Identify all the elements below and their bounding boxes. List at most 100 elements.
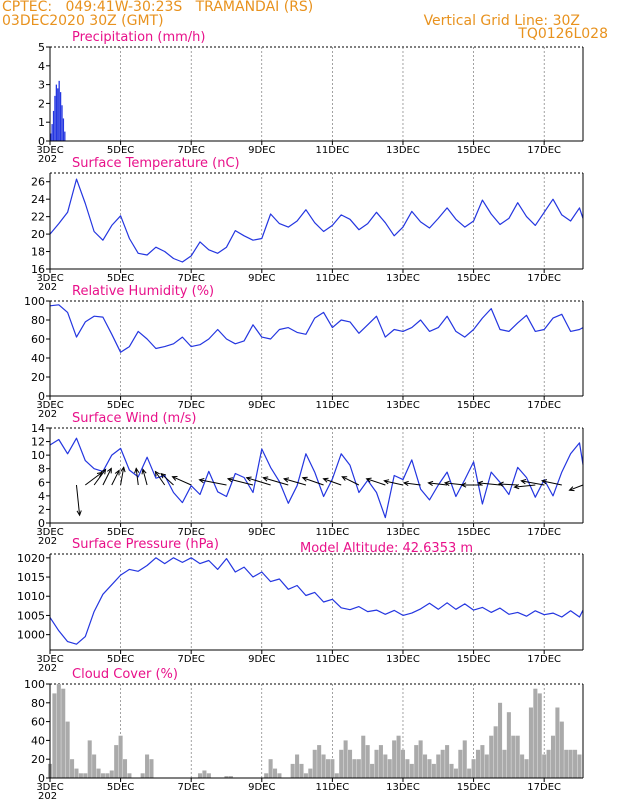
- cloud-bar: [118, 735, 123, 778]
- y-tick-label: 80: [31, 697, 45, 710]
- cloud-bar: [308, 768, 313, 778]
- wind-arrowhead: [460, 482, 467, 488]
- year-label: 202: [38, 154, 57, 165]
- model-altitude: Model Altitude: 42.6353 m: [300, 541, 473, 556]
- x-tick-label: 17DEC: [527, 782, 561, 793]
- wind-vector: [160, 473, 174, 486]
- wind-vector: [341, 476, 360, 486]
- cloud-bar: [392, 740, 397, 778]
- precip-bar: [55, 84, 58, 141]
- y-tick-label: 1005: [17, 609, 45, 622]
- wind-arrowhead: [341, 476, 348, 481]
- cloud-bar: [396, 735, 401, 778]
- cloud-bar: [105, 773, 110, 778]
- y-tick-label: 0: [38, 517, 45, 530]
- y-tick-label: 16: [31, 263, 45, 276]
- cloud-bar: [462, 740, 467, 778]
- y-tick-label: 0: [38, 135, 45, 148]
- cloud-bar: [374, 749, 379, 778]
- precip-bar: [57, 88, 59, 141]
- precip-bar: [58, 80, 60, 141]
- wind-vector: [172, 476, 192, 486]
- wind-arrowhead: [100, 468, 107, 475]
- wind-vector: [111, 470, 120, 486]
- cloud-bar: [127, 773, 132, 778]
- wind-vector: [541, 480, 562, 486]
- cloud-bar: [343, 740, 348, 778]
- cloud-bar: [295, 754, 300, 778]
- cloud-bar: [65, 721, 70, 778]
- panel-title: Surface Temperature (nC): [72, 156, 240, 171]
- wind-vector: [246, 477, 271, 486]
- x-tick-label: 15DEC: [457, 400, 491, 411]
- run-date: 03DEC2020 30Z (GMT): [2, 13, 164, 29]
- cloud-bar: [577, 754, 582, 778]
- x-tick-label: 17DEC: [527, 273, 561, 284]
- cloud-bar: [321, 754, 326, 778]
- panel-title: Relative Humidity (%): [72, 284, 214, 299]
- x-tick-label: 5DEC: [107, 527, 134, 538]
- cloud-bar: [74, 768, 79, 778]
- y-tick-label: 1020: [17, 552, 45, 565]
- x-tick-label: 11DEC: [316, 273, 350, 284]
- cloud-bar: [87, 740, 92, 778]
- wind-arrowhead: [198, 478, 205, 484]
- wind-vector: [428, 482, 448, 486]
- wind-arrowhead: [301, 476, 308, 482]
- y-tick-label: 60: [31, 333, 45, 346]
- cloud-bar: [145, 754, 150, 778]
- cloud-bar: [400, 749, 406, 778]
- wind-vector: [403, 482, 421, 486]
- wind-arrowhead: [141, 468, 147, 475]
- x-tick-label: 7DEC: [178, 782, 205, 793]
- wind-arrowhead: [497, 481, 504, 487]
- precip-bar: [62, 118, 65, 141]
- wind-vector: [478, 482, 501, 486]
- precip-bar: [52, 110, 55, 141]
- x-tick-label: 5DEC: [107, 273, 134, 284]
- cloud-bar: [224, 776, 229, 778]
- y-tick-label: 3: [38, 79, 45, 92]
- y-tick-label: 6: [38, 476, 45, 489]
- model-code: TQ0126L028: [518, 26, 608, 42]
- wind-arrowhead: [477, 480, 484, 486]
- y-tick-label: 5: [38, 41, 45, 54]
- cloud-bar: [458, 749, 463, 778]
- wind-vector: [75, 484, 81, 516]
- cloud-bar: [475, 749, 481, 778]
- cloud-bar: [515, 735, 520, 778]
- cloud-bar: [493, 726, 498, 778]
- x-tick-label: 15DEC: [457, 782, 491, 793]
- cloud-bar: [445, 745, 450, 778]
- wind-arrowhead: [154, 470, 160, 477]
- series-line: [49, 304, 584, 353]
- y-tick-label: 0: [38, 390, 45, 403]
- wind-vector: [135, 468, 139, 486]
- cloud-bar: [83, 773, 88, 778]
- year-label: 202: [38, 536, 57, 547]
- x-tick-label: 17DEC: [527, 654, 561, 665]
- cloud-bar: [206, 773, 211, 778]
- wind-arrowhead: [283, 477, 290, 483]
- x-tick-label: 5DEC: [107, 782, 134, 793]
- x-tick-label: 11DEC: [316, 145, 350, 156]
- y-tick-label: 12: [31, 436, 45, 449]
- cloud-bar: [440, 749, 445, 778]
- cloud-bar: [303, 773, 308, 778]
- wind-vector: [366, 478, 386, 486]
- cloud-bar: [317, 745, 322, 778]
- x-tick-label: 3DEC: [36, 145, 63, 156]
- precip-bar: [64, 131, 66, 141]
- wind-arrowhead: [520, 479, 527, 485]
- cloud-bar: [573, 749, 578, 778]
- cloud-bar: [502, 749, 507, 778]
- y-tick-label: 24: [31, 193, 45, 206]
- cloud-bar: [480, 745, 485, 778]
- wind-arrowhead: [171, 476, 178, 481]
- x-tick-label: 15DEC: [457, 654, 491, 665]
- precip-bar: [54, 95, 56, 141]
- x-tick-label: 13DEC: [386, 273, 420, 284]
- wind-arrowhead: [443, 480, 450, 487]
- y-tick-label: 20: [31, 753, 45, 766]
- x-tick-label: 7DEC: [178, 400, 205, 411]
